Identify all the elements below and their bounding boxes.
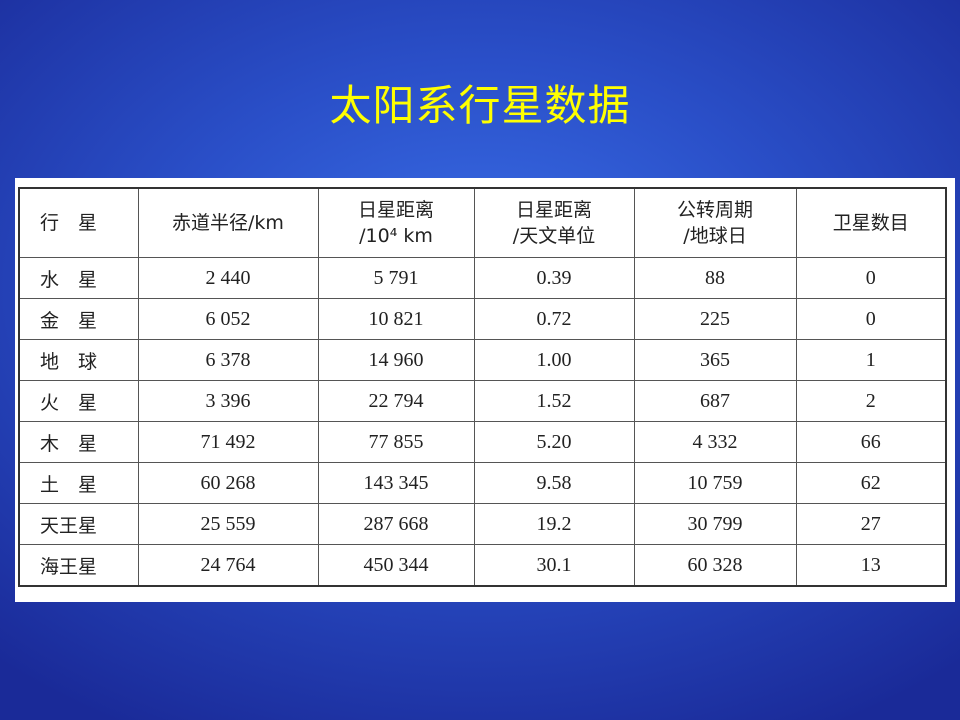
table-cell: 5.20 bbox=[473, 421, 635, 463]
column-header: 日星距离 /天文单位 bbox=[473, 187, 635, 258]
table-cell: 2 440 bbox=[137, 257, 319, 299]
column-header: 公转周期 /地球日 bbox=[633, 187, 797, 258]
column-header: 行 星 bbox=[18, 187, 139, 258]
table-cell: 1 bbox=[795, 339, 947, 381]
table-cell: 10 821 bbox=[317, 298, 475, 340]
table-panel: 行 星赤道半径/km 日星距离 /10⁴ km 日星距离 /天文单位 公转周期 /地球… bbox=[15, 178, 955, 602]
table-cell: 6 378 bbox=[137, 339, 319, 381]
planet-name-cell: 火 星 bbox=[18, 380, 139, 422]
table-cell: 2 bbox=[795, 380, 947, 422]
table-cell: 143 345 bbox=[317, 462, 475, 504]
table-cell: 1.00 bbox=[473, 339, 635, 381]
table-cell: 27 bbox=[795, 503, 947, 545]
planet-name-cell: 天王星 bbox=[18, 503, 139, 545]
table-cell: 30.1 bbox=[473, 544, 635, 587]
table-cell: 60 328 bbox=[633, 544, 797, 587]
column-header: 赤道半径/km bbox=[137, 187, 319, 258]
column-header: 日星距离 /10⁴ km bbox=[317, 187, 475, 258]
table-cell: 25 559 bbox=[137, 503, 319, 545]
table-cell: 4 332 bbox=[633, 421, 797, 463]
header-row: 行 星赤道半径/km 日星距离 /10⁴ km 日星距离 /天文单位 公转周期 /地球… bbox=[18, 187, 947, 258]
table-cell: 0 bbox=[795, 257, 947, 299]
table-cell: 30 799 bbox=[633, 503, 797, 545]
planet-name-cell: 土 星 bbox=[18, 462, 139, 504]
table-cell: 14 960 bbox=[317, 339, 475, 381]
table-cell: 5 791 bbox=[317, 257, 475, 299]
table-row: 海王星 24 764 450 344 30.1 60 328 13 bbox=[18, 544, 947, 587]
table-cell: 9.58 bbox=[473, 462, 635, 504]
planet-name-cell: 水 星 bbox=[18, 257, 139, 299]
table-cell: 365 bbox=[633, 339, 797, 381]
column-header: 卫星数目 bbox=[795, 187, 947, 258]
planet-data-table: 行 星赤道半径/km 日星距离 /10⁴ km 日星距离 /天文单位 公转周期 /地球… bbox=[18, 187, 947, 587]
table-row: 土 星 60 268 143 345 9.58 10 759 62 bbox=[18, 462, 947, 504]
table-cell: 10 759 bbox=[633, 462, 797, 504]
table-row: 木 星 71 492 77 855 5.20 4 332 66 bbox=[18, 421, 947, 463]
table-cell: 0 bbox=[795, 298, 947, 340]
table-cell: 62 bbox=[795, 462, 947, 504]
planet-name-cell: 金 星 bbox=[18, 298, 139, 340]
table-cell: 71 492 bbox=[137, 421, 319, 463]
table-cell: 66 bbox=[795, 421, 947, 463]
table-cell: 0.72 bbox=[473, 298, 635, 340]
table-cell: 77 855 bbox=[317, 421, 475, 463]
table-cell: 13 bbox=[795, 544, 947, 587]
table-cell: 287 668 bbox=[317, 503, 475, 545]
table-cell: 19.2 bbox=[473, 503, 635, 545]
table-cell: 450 344 bbox=[317, 544, 475, 587]
table-cell: 3 396 bbox=[137, 380, 319, 422]
planet-name-cell: 木 星 bbox=[18, 421, 139, 463]
planet-name-cell: 海王星 bbox=[18, 544, 139, 587]
table-cell: 225 bbox=[633, 298, 797, 340]
table-cell: 24 764 bbox=[137, 544, 319, 587]
slide-title: 太阳系行星数据 bbox=[329, 81, 631, 130]
planet-name-cell: 地 球 bbox=[18, 339, 139, 381]
table-cell: 22 794 bbox=[317, 380, 475, 422]
table-row: 天王星 25 559 287 668 19.2 30 799 27 bbox=[18, 503, 947, 545]
table-cell: 1.52 bbox=[473, 380, 635, 422]
table-cell: 60 268 bbox=[137, 462, 319, 504]
table-cell: 88 bbox=[633, 257, 797, 299]
table-cell: 6 052 bbox=[137, 298, 319, 340]
table-cell: 687 bbox=[633, 380, 797, 422]
table-cell: 0.39 bbox=[473, 257, 635, 299]
